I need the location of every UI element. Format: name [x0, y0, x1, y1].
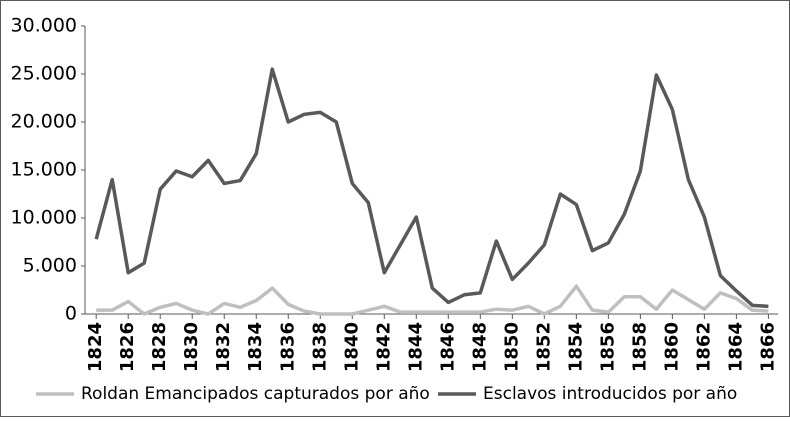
x-tick-label: 1828	[149, 322, 170, 372]
y-tick-label: 0	[65, 303, 77, 325]
x-tick-label: 1840	[341, 322, 362, 372]
y-tick-label: 25.000	[11, 63, 77, 85]
y-tick-label: 10.000	[11, 207, 77, 229]
y-tick-label: 30.000	[11, 15, 77, 37]
x-tick-label: 1860	[661, 322, 682, 372]
x-tick-label: 1850	[501, 322, 522, 372]
series-line	[94, 67, 769, 309]
x-tick-label: 1832	[213, 322, 234, 372]
x-tick-label: 1842	[373, 322, 394, 372]
x-tick-label: 1824	[85, 322, 106, 372]
y-tick-label: 15.000	[11, 159, 77, 181]
y-tick-label: 20.000	[11, 111, 77, 133]
x-tick-label: 1846	[437, 322, 458, 372]
x-tick-label: 1830	[181, 322, 202, 372]
x-tick-label: 1856	[597, 322, 618, 372]
legend-label: Roldan Emancipados capturados por año	[81, 384, 430, 404]
x-tick-label: 1854	[565, 322, 586, 372]
series-line	[96, 284, 769, 316]
legend-label: Esclavos introducidos por año	[483, 384, 737, 404]
x-tick-label: 1844	[405, 322, 426, 372]
x-tick-label: 1836	[277, 322, 298, 372]
x-tick-label: 1838	[309, 322, 330, 372]
x-tick-label: 1852	[533, 322, 554, 372]
x-tick-label: 1834	[245, 322, 266, 372]
x-tick-label: 1826	[117, 322, 138, 372]
x-tick-label: 1866	[757, 322, 778, 372]
y-tick-label: 5.000	[23, 255, 77, 277]
x-tick-label: 1864	[725, 322, 746, 372]
x-tick-label: 1858	[629, 322, 650, 372]
x-tick-label: 1848	[469, 322, 490, 372]
x-tick-label: 1862	[693, 322, 714, 372]
